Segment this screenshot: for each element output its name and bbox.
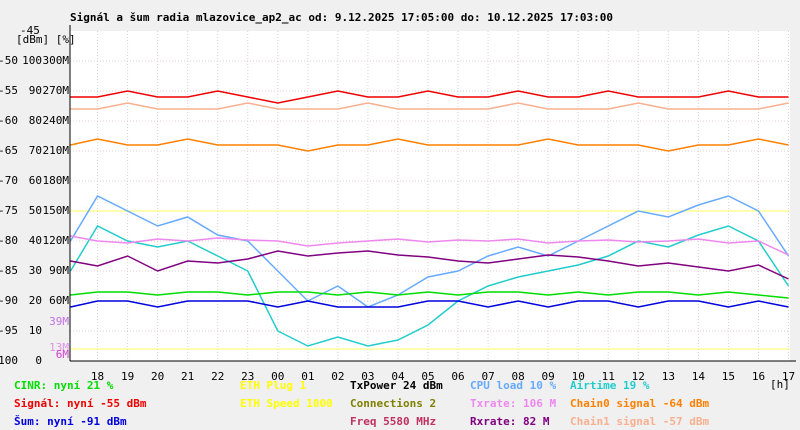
y-tick-label: -100	[0, 354, 18, 367]
y-tick-label: -65	[0, 144, 18, 157]
y2-tick-label: 10	[29, 324, 42, 337]
y2-tick-label: 90	[29, 84, 42, 97]
x-tick-label: 10	[572, 370, 585, 383]
y3-tick-label: 60M	[49, 294, 69, 307]
y2-tick-label: 30	[29, 264, 42, 277]
x-tick-label: 09	[542, 370, 555, 383]
rate-marker: 39M	[49, 315, 69, 328]
x-tick-label: 16	[752, 370, 765, 383]
y3-tick-label: 180M	[43, 174, 70, 187]
legend-item: Freq 5580 MHz	[350, 415, 436, 428]
y2-tick-label: 20	[29, 294, 42, 307]
x-tick-label: 21	[181, 370, 194, 383]
y2-tick-label: 100	[22, 54, 42, 67]
legend-item: ETH Speed 1000	[240, 397, 333, 410]
y3-tick-label: 120M	[43, 234, 70, 247]
rate-marker: 6M	[56, 348, 70, 361]
plot-area	[70, 31, 790, 361]
x-tick-label: 06	[451, 370, 464, 383]
y2-tick-label: 40	[29, 234, 42, 247]
y-tick-label: -75	[0, 204, 18, 217]
series-line	[70, 291, 789, 299]
x-tick-label: 03	[361, 370, 374, 383]
y3-tick-label: 150M	[43, 204, 70, 217]
x-tick-label: 20	[151, 370, 164, 383]
x-tick-label: 18	[91, 370, 104, 383]
series-line	[70, 300, 789, 308]
legend-item: Chain0 signal -64 dBm	[570, 397, 709, 410]
rate-marker: 13M	[49, 341, 69, 354]
legend-item: CPU load 10 %	[470, 379, 556, 392]
y2-tick-label: 70	[29, 144, 42, 157]
x-tick-label: 07	[481, 370, 494, 383]
x-tick-label: 05	[421, 370, 434, 383]
series-line	[69, 195, 790, 308]
x-tick-label: 04	[391, 370, 405, 383]
x-tick-label: 12	[632, 370, 645, 383]
x-tick-label: 15	[722, 370, 735, 383]
x-tick-label: 01	[301, 370, 314, 383]
legend-item: Txrate: 106 M	[470, 397, 556, 410]
y-tick-label: -50	[0, 54, 18, 67]
legend-item: Rxrate: 82 M	[470, 415, 550, 428]
series-line	[70, 90, 789, 104]
x-tick-label: 23	[241, 370, 254, 383]
x-tick-label: 08	[512, 370, 525, 383]
x-tick-label: 19	[121, 370, 134, 383]
top-label: -45	[20, 24, 40, 37]
legend-item: CINR: nyní 21 %	[14, 379, 114, 392]
series-line	[70, 250, 789, 280]
legend-item: Šum: nyní -91 dBm	[14, 415, 127, 428]
x-tick-label: 11	[602, 370, 615, 383]
y-tick-label: -55	[0, 84, 18, 97]
y-tick-label: -90	[0, 294, 18, 307]
y2-tick-label: 60	[29, 174, 42, 187]
legend-item: Signál: nyní -55 dBm	[14, 397, 147, 410]
y3-tick-label: 90M	[49, 264, 69, 277]
y3-tick-label: 210M	[43, 144, 70, 157]
x-tick-label: 14	[692, 370, 706, 383]
series-line	[70, 235, 789, 256]
x-tick-label: 02	[331, 370, 344, 383]
y-tick-label: -70	[0, 174, 18, 187]
series-line	[70, 138, 789, 152]
x-tick-label: 22	[211, 370, 224, 383]
x-tick-label: 13	[662, 370, 675, 383]
legend-item: Connections 2	[350, 397, 436, 410]
legend-item: ETH Plug 1	[240, 379, 307, 392]
y-tick-label: -95	[0, 324, 18, 337]
y3-tick-label: 300M	[43, 54, 70, 67]
x-unit: [h]	[770, 378, 790, 391]
x-tick-label: 00	[271, 370, 284, 383]
y3-tick-label: 270M	[43, 84, 70, 97]
y2-tick-label: 0	[35, 354, 42, 367]
axis-units: [dBm] [%]	[16, 33, 76, 46]
series-line	[70, 102, 789, 110]
y2-tick-label: 50	[29, 204, 42, 217]
x-tick-label: 17	[782, 370, 795, 383]
y-tick-label: -85	[0, 264, 18, 277]
chart-title: Signál a šum radia mlazovice_ap2_ac od: …	[70, 11, 613, 24]
y2-tick-label: 80	[29, 114, 42, 127]
legend-item: Chain1 signal -57 dBm	[570, 415, 709, 428]
legend-item: Airtime 19 %	[570, 379, 650, 392]
y-tick-label: -80	[0, 234, 18, 247]
y-tick-label: -60	[0, 114, 18, 127]
legend-item: TxPower 24 dBm	[350, 379, 443, 392]
y3-tick-label: 240M	[43, 114, 70, 127]
